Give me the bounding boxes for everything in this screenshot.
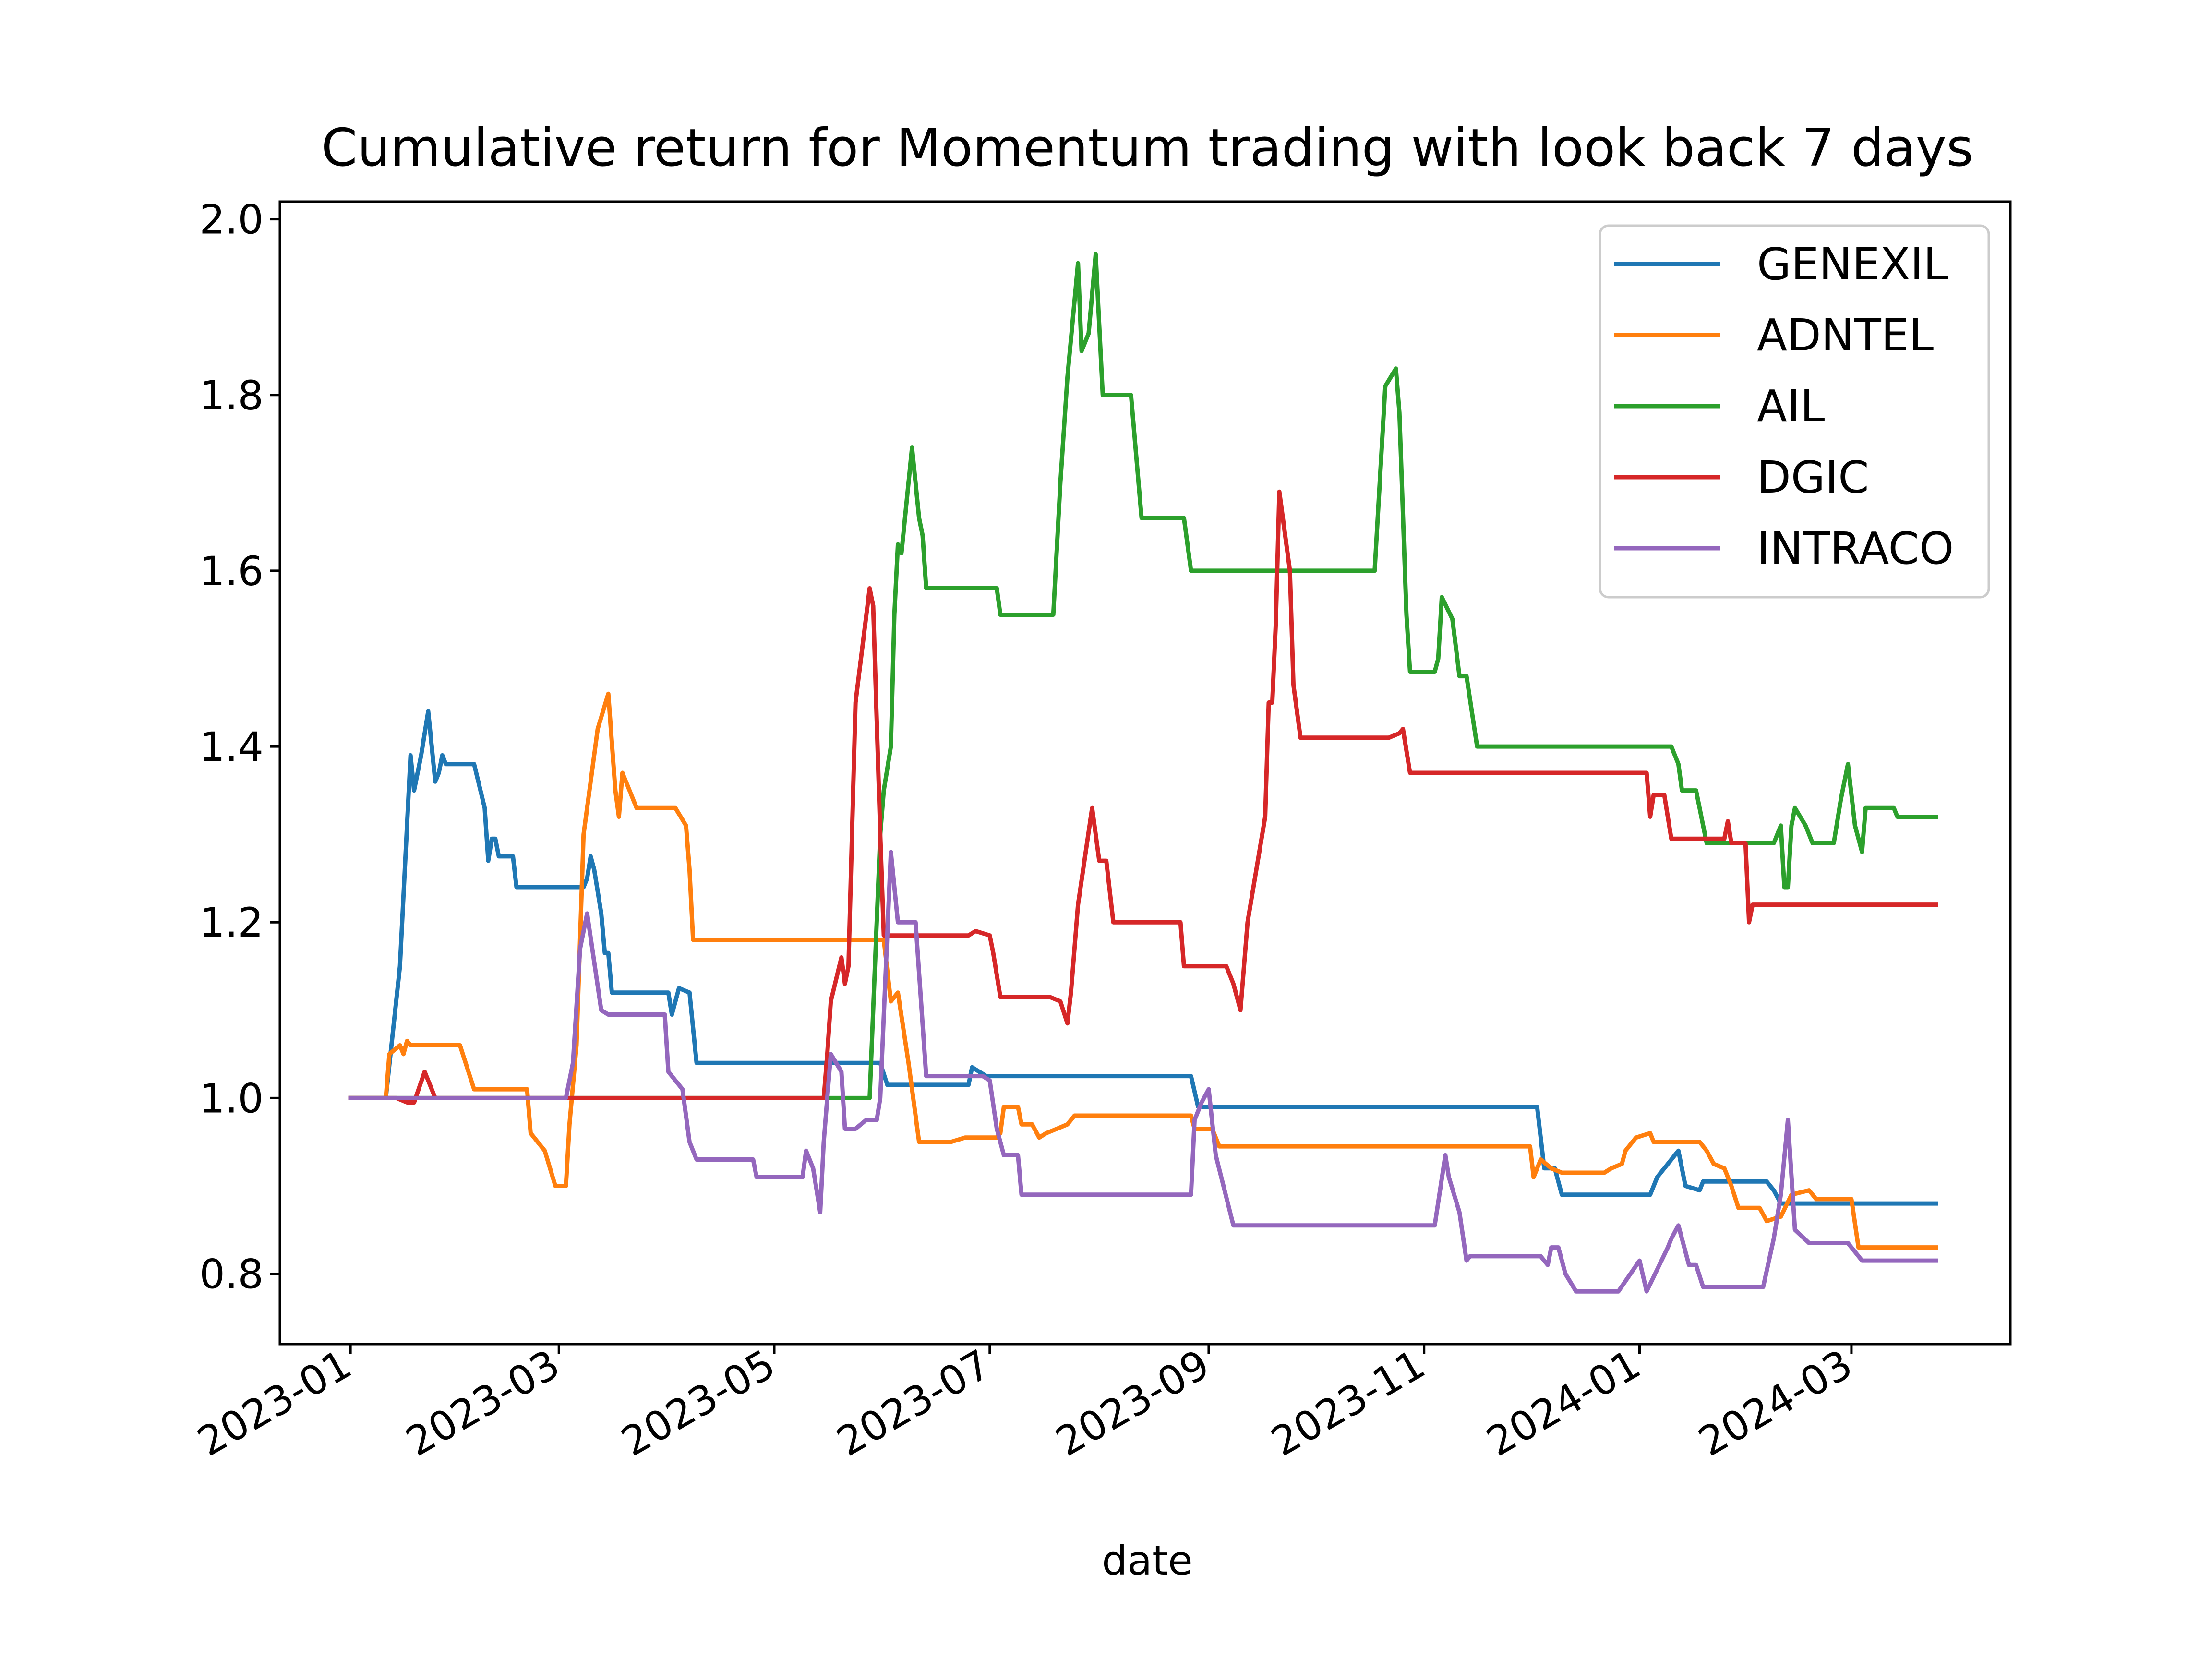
y-tick-label: 2.0 [199, 196, 264, 243]
y-tick-label: 1.8 [199, 372, 264, 419]
legend-label-dgic: DGIC [1757, 452, 1869, 503]
legend: GENEXIL ADNTEL AIL DGIC INTRACO [1599, 224, 1990, 599]
series-line-ail [348, 252, 1938, 1100]
x-axis-label: date [1102, 1537, 1192, 1584]
legend-box [1599, 224, 1990, 599]
series-line-dgic [348, 489, 1938, 1105]
y-tick-label: 0.8 [199, 1251, 264, 1298]
series-line-genexil [348, 709, 1938, 1206]
chart-title: Cumulative return for Momentum trading w… [321, 118, 1973, 178]
plot-frame [278, 200, 2012, 1346]
y-tick-label: 1.4 [199, 723, 264, 770]
series-line-intraco [348, 850, 1938, 1294]
legend-label-intraco: INTRACO [1757, 523, 1954, 574]
y-tick-label: 1.2 [199, 899, 264, 946]
legend-label-adntel: ADNTEL [1757, 310, 1934, 361]
legend-label-genexil: GENEXIL [1757, 239, 1948, 290]
series-layer [348, 252, 1938, 1294]
legend-label-ail: AIL [1757, 381, 1825, 432]
y-axis: 0.8 1.0 1.2 1.4 1.6 1.8 2.0 [199, 196, 280, 1298]
y-tick-label: 1.0 [199, 1075, 264, 1122]
y-tick-label: 1.6 [199, 548, 264, 595]
series-line-adntel [348, 691, 1938, 1250]
